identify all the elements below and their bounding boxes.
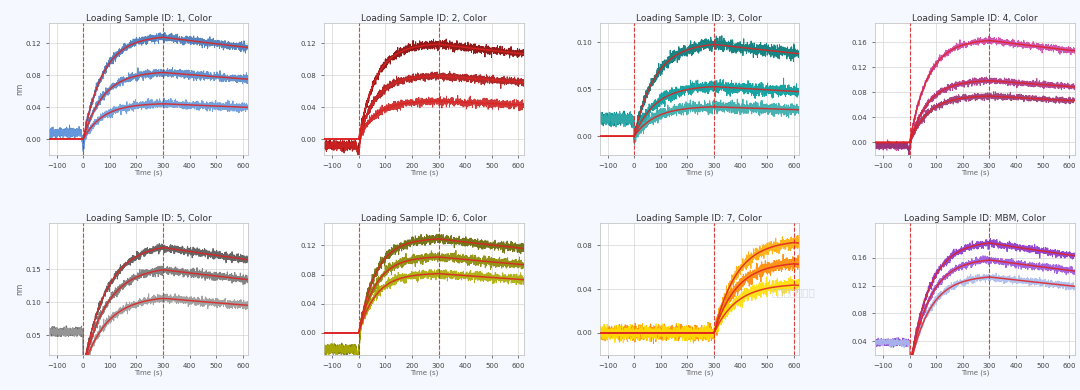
Title: Loading Sample ID: 1, Color: Loading Sample ID: 1, Color [85,14,212,23]
Y-axis label: nm: nm [15,283,24,295]
X-axis label: Time (s): Time (s) [685,170,714,177]
Text: 苏州欧亿特仪器: 苏州欧亿特仪器 [772,287,815,298]
Title: Loading Sample ID: MBM, Color: Loading Sample ID: MBM, Color [904,214,1045,223]
X-axis label: Time (s): Time (s) [685,370,714,376]
X-axis label: Time (s): Time (s) [409,370,438,376]
X-axis label: Time (s): Time (s) [409,170,438,177]
Title: Loading Sample ID: 5, Color: Loading Sample ID: 5, Color [85,214,212,223]
Title: Loading Sample ID: 3, Color: Loading Sample ID: 3, Color [636,14,762,23]
Title: Loading Sample ID: 2, Color: Loading Sample ID: 2, Color [361,14,487,23]
X-axis label: Time (s): Time (s) [960,370,989,376]
X-axis label: Time (s): Time (s) [960,170,989,177]
Title: Loading Sample ID: 4, Color: Loading Sample ID: 4, Color [912,14,1038,23]
X-axis label: Time (s): Time (s) [134,170,163,177]
X-axis label: Time (s): Time (s) [134,370,163,376]
Title: Loading Sample ID: 7, Color: Loading Sample ID: 7, Color [636,214,762,223]
Y-axis label: nm: nm [15,83,24,95]
Title: Loading Sample ID: 6, Color: Loading Sample ID: 6, Color [361,214,487,223]
